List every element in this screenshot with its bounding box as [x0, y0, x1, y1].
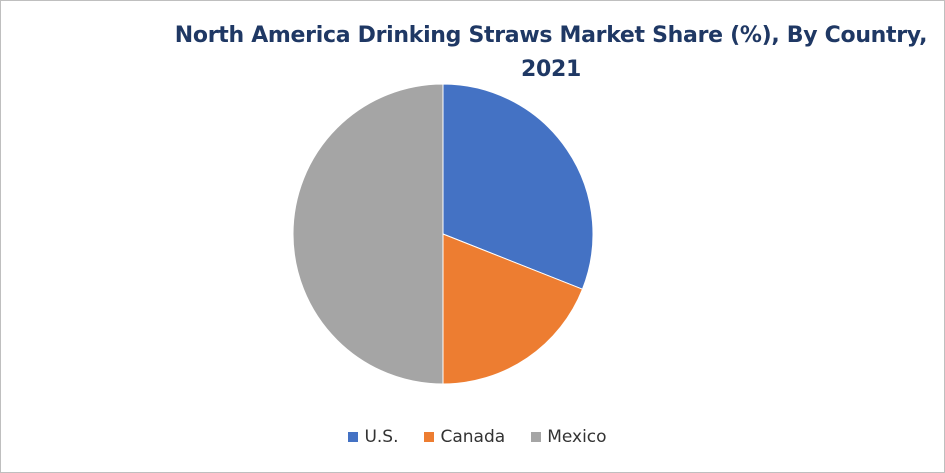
legend-swatch-mexico [531, 432, 542, 442]
pie-slices [292, 83, 594, 385]
legend-item-us: U.S. [348, 427, 398, 447]
slice-canada [442, 233, 584, 385]
legend-swatch-canada [424, 432, 435, 442]
legend-item-canada: Canada [424, 427, 505, 447]
legend-swatch-us [348, 432, 359, 442]
chart-title: North America Drinking Straws Market Sha… [174, 23, 928, 82]
legend-label-mexico: Mexico [547, 427, 607, 447]
legend: U.S. Canada Mexico [1, 427, 944, 447]
slice-mexico [292, 83, 444, 385]
legend-label-us: U.S. [364, 427, 399, 447]
legend-label-canada: Canada [440, 427, 506, 447]
legend-item-mexico: Mexico [531, 427, 607, 447]
slice-us [442, 83, 594, 290]
